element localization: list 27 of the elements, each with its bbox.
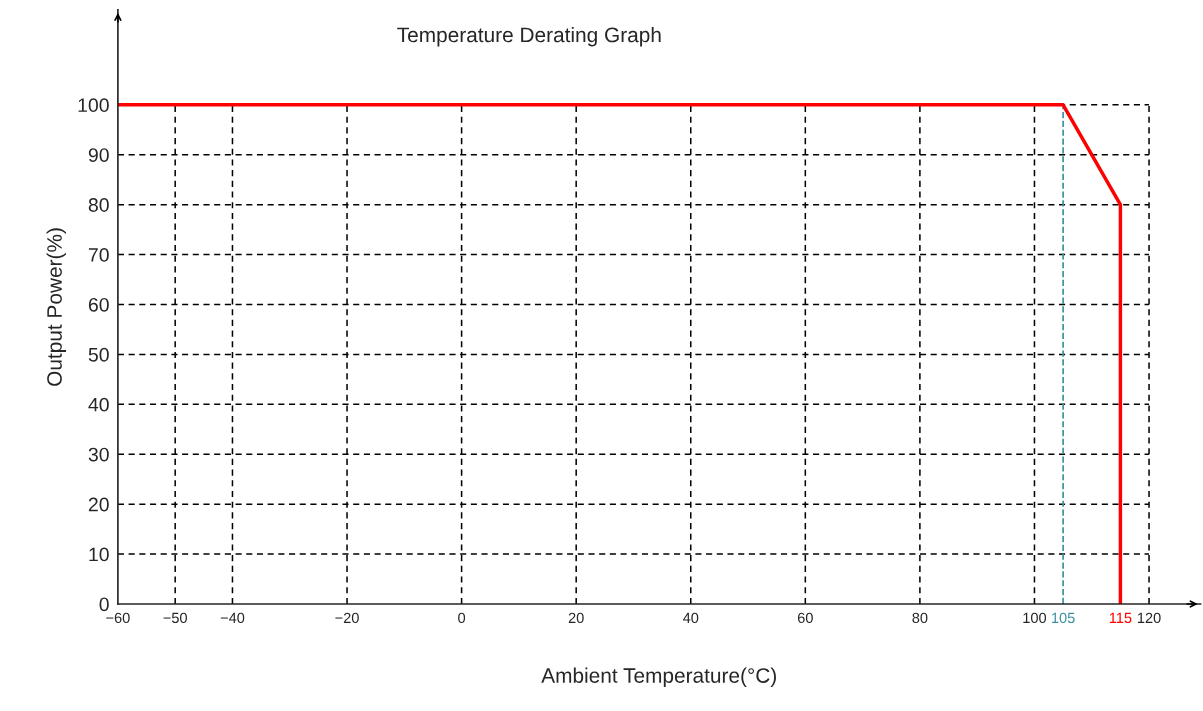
x-tick-label: 100 [1023,612,1047,624]
y-tick-label: 20 [88,497,109,512]
y-axis-title: Output Power(%) [46,228,67,386]
text: Temperature Derating Graph [397,26,661,47]
y-tick-label: 60 [88,297,109,312]
y-tick-label: 0 [99,597,109,612]
ref-line-label: 105 [1052,612,1075,624]
x-tick-label: −50 [163,612,187,624]
x-tick-label: −40 [220,612,245,624]
y-tick-label: 30 [88,447,109,462]
y-tick-label: 50 [88,347,109,362]
x-tick-label: 0 [458,612,466,624]
x-tick-label: −20 [335,612,359,624]
y-tick-label: 70 [88,248,109,262]
y-tick-label: 40 [88,397,109,412]
y-tick-label: 90 [88,148,109,162]
x-axis-title: Ambient Temperature(°C) [541,667,776,688]
x-tick-label: −60 [106,612,130,624]
y-tick-label: 80 [88,198,109,212]
x-tick-label: 20 [568,612,584,624]
y-tick-label: 10 [89,547,109,562]
x-tick-label: 60 [797,612,813,624]
x-tick-label: 120 [1137,612,1161,624]
x-tick-label: 40 [682,612,699,624]
y-tick-label: 100 [78,98,109,113]
annotation: 115 [1109,612,1132,624]
x-tick-label: 80 [912,612,928,624]
